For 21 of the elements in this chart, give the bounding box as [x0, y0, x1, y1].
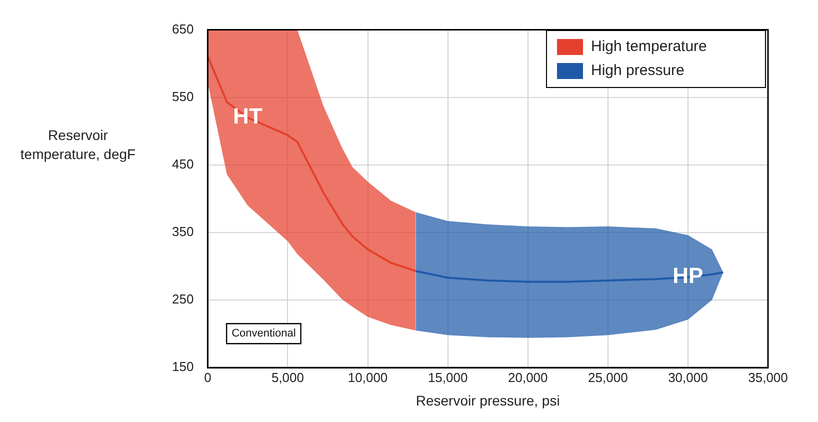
x-tick-label: 10,000	[348, 370, 388, 385]
x-tick-label: 35,000	[748, 370, 788, 385]
x-tick-label: 15,000	[428, 370, 468, 385]
legend-label: High pressure	[591, 62, 684, 80]
legend-label: High temperature	[591, 38, 707, 56]
x-tick-label: 30,000	[668, 370, 708, 385]
x-tick-label: 5,000	[271, 370, 304, 385]
x-tick-label: 20,000	[508, 370, 548, 385]
y-tick-label: 550	[172, 88, 194, 104]
annotation: Conventional	[232, 328, 296, 340]
x-tick-label: 0	[204, 370, 212, 385]
x-axis-title: Reservoir pressure, psi	[416, 392, 560, 408]
y-tick-label: 150	[172, 359, 194, 374]
y-tick-label: 450	[172, 156, 194, 172]
y-tick-label: 650	[172, 21, 194, 36]
y-tick-label: 350	[172, 224, 194, 240]
y-axis-title: Reservoir temperature, degF	[19, 126, 137, 164]
annotation: HP	[672, 263, 704, 288]
annotation: HT	[233, 104, 263, 129]
x-tick-label: 25,000	[588, 370, 628, 385]
y-tick-label: 250	[172, 292, 194, 307]
